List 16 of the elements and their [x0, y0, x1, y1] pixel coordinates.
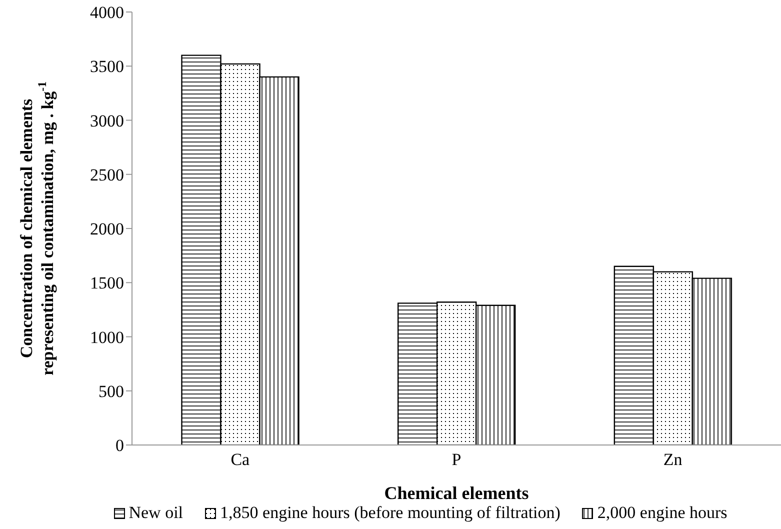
x-tick-label: P [452, 450, 462, 470]
legend-label: 2,000 engine hours [596, 503, 728, 523]
legend-label: New oil [128, 503, 184, 523]
legend-label: 1,850 engine hours (before mounting of filtration) [219, 503, 560, 523]
x-tick-label: Ca [230, 450, 250, 470]
y-tick-label: 3000 [90, 111, 124, 130]
y-tick-label: 2000 [90, 220, 124, 239]
x-tick-label: Zn [663, 450, 683, 470]
y-tick-label: 2500 [90, 165, 124, 184]
x-axis-title: Chemical elements [384, 483, 529, 503]
y-tick-label: 1000 [90, 328, 124, 347]
y-tick-label: 500 [98, 382, 124, 401]
y-tick-label: 1500 [90, 274, 124, 293]
y-tick-label: 4000 [90, 3, 124, 22]
y-tick-label: 0 [116, 436, 124, 456]
y-tick-label: 3500 [90, 57, 124, 76]
